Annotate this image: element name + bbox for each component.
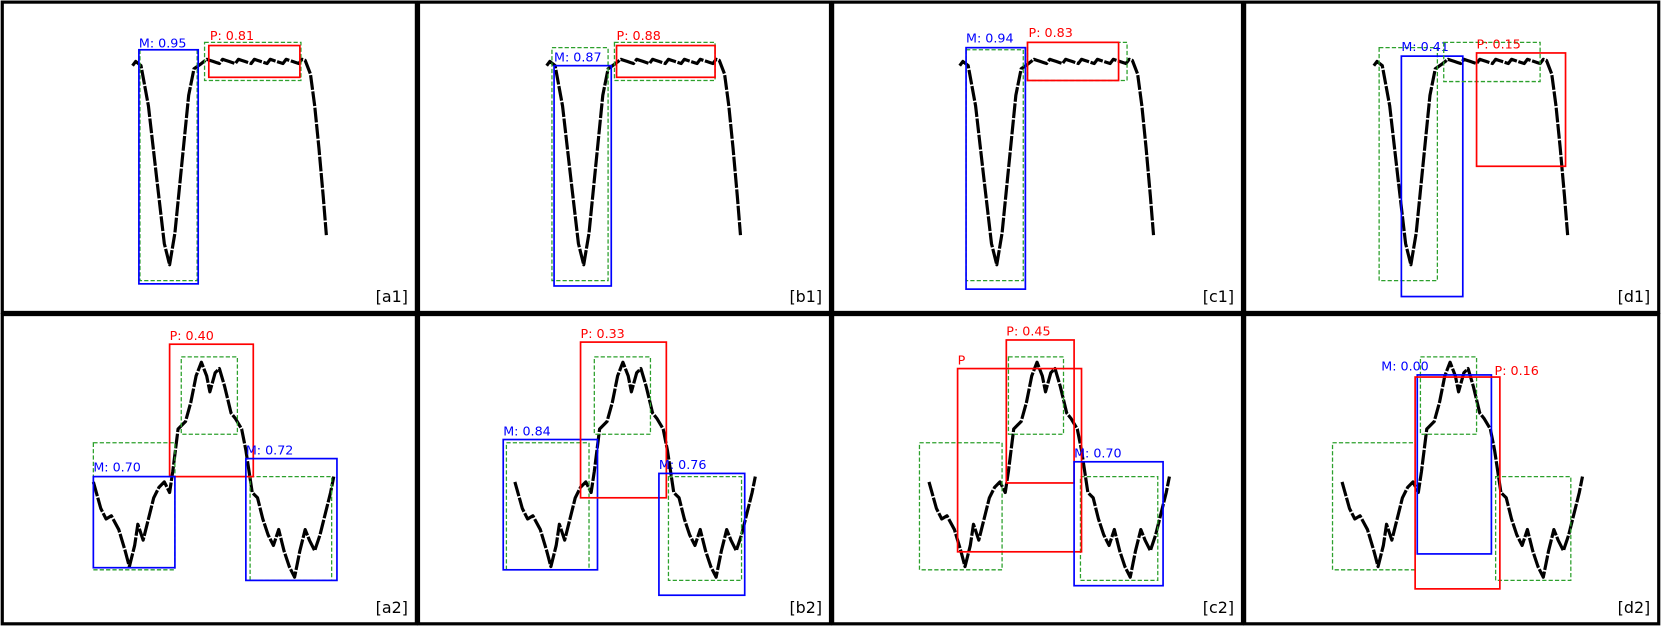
prediction-box — [1073, 460, 1164, 587]
prediction-box — [138, 48, 200, 285]
prediction-box — [92, 475, 176, 569]
box-label: M: 0.84 — [503, 423, 551, 438]
panel-label: [a2] — [376, 598, 408, 617]
prediction-box — [168, 343, 255, 478]
panel-border — [1243, 312, 1661, 626]
signal-curve — [513, 360, 757, 579]
box-label: M: 0.70 — [93, 459, 141, 474]
prediction-box — [579, 341, 668, 499]
panel-label: [d2] — [1618, 598, 1651, 617]
panel-label: [b1] — [789, 287, 822, 306]
prediction-box — [502, 438, 599, 571]
signal-curve — [545, 57, 743, 267]
box-label: M: 0.95 — [139, 36, 187, 51]
ground-truth-box — [613, 41, 716, 82]
prediction-box — [1026, 41, 1120, 82]
ground-truth-box — [180, 356, 239, 435]
ground-truth-box — [1378, 47, 1439, 282]
ground-truth-box — [203, 41, 302, 82]
prediction-box — [245, 457, 338, 582]
box-label: P: 0.88 — [617, 28, 661, 43]
ground-truth-box — [1494, 475, 1572, 582]
prediction-box — [553, 64, 613, 287]
ground-truth-box — [1419, 356, 1478, 435]
signal-curve — [91, 360, 336, 579]
box-label: M: 0.72 — [246, 442, 294, 457]
ground-truth-box — [1079, 475, 1159, 582]
panel-border — [831, 0, 1245, 315]
signal-curve — [131, 57, 328, 267]
box-label: M: 0.70 — [1074, 446, 1122, 461]
box-label: M: 0.00 — [1381, 359, 1429, 374]
prediction-box — [1414, 376, 1501, 590]
panel-border — [1243, 0, 1661, 315]
ground-truth-box — [1443, 41, 1541, 83]
prediction-box — [1005, 339, 1075, 484]
panel-border — [416, 0, 833, 315]
ground-truth-box — [1007, 356, 1065, 435]
box-label: P: 0.16 — [1495, 363, 1539, 378]
panel-label: [a1] — [376, 287, 408, 306]
box-label: P: 0.33 — [581, 326, 625, 341]
prediction-box — [207, 44, 301, 79]
prediction-box — [956, 367, 1083, 553]
box-label: M: 0.87 — [554, 49, 602, 64]
panel-label: [b2] — [789, 598, 822, 617]
panel-label: [d1] — [1618, 287, 1651, 306]
ground-truth-box — [551, 47, 609, 282]
panel-border — [0, 0, 418, 315]
box-label: P: 0.45 — [1006, 324, 1050, 339]
box-label: P: 0.15 — [1477, 37, 1521, 52]
box-label: P: 0.81 — [210, 28, 254, 43]
box-label: P — [958, 352, 966, 367]
box-label: P: 0.83 — [1029, 25, 1073, 40]
panel-border — [831, 312, 1245, 626]
panel-label: [c2] — [1203, 598, 1234, 617]
prediction-box — [615, 44, 716, 79]
prediction-box — [1400, 55, 1464, 298]
panel-label: [c1] — [1203, 287, 1234, 306]
panel-border — [416, 312, 833, 626]
prediction-box — [965, 46, 1027, 290]
box-label: M: 0.41 — [1401, 39, 1449, 54]
ground-truth-box — [593, 356, 652, 435]
signal-curve — [958, 57, 1156, 267]
prediction-box — [658, 472, 746, 597]
panel-border — [0, 312, 418, 626]
box-label: M: 0.94 — [966, 30, 1014, 45]
prediction-box — [1475, 52, 1567, 168]
box-label: M: 0.76 — [659, 457, 707, 472]
signal-curve — [927, 360, 1171, 579]
ground-truth-box — [918, 442, 1003, 571]
prediction-box — [1416, 374, 1493, 555]
signal-curve — [1340, 360, 1585, 579]
box-label: P: 0.40 — [170, 328, 214, 343]
signal-curve — [1372, 57, 1570, 267]
